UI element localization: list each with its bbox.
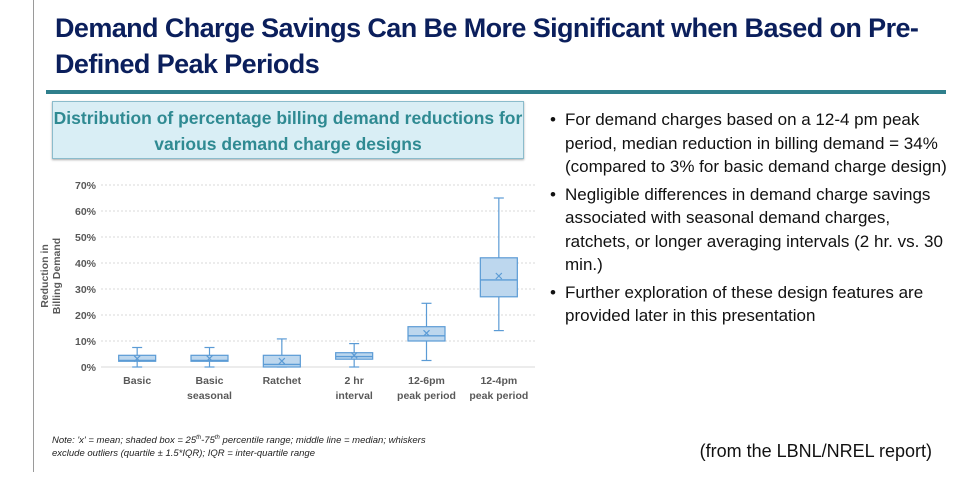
y-tick-label: 20% <box>75 310 97 322</box>
x-tick-label: 2 hr interval <box>335 375 372 402</box>
y-tick-label: 40% <box>75 258 97 270</box>
mean-marker <box>495 272 503 280</box>
iqr-box <box>479 257 518 298</box>
y-tick-label: 0% <box>81 362 97 374</box>
x-tick-label: 12-4pm peak period <box>469 375 528 402</box>
x-tick-label: Basic <box>123 375 151 387</box>
mean-marker <box>206 354 213 362</box>
bullet-item: Further exploration of these design feat… <box>548 281 948 328</box>
bullet-item: For demand charges based on a 12-4 pm pe… <box>548 108 948 179</box>
y-tick-label: 50% <box>75 232 97 244</box>
slide-title: Demand Charge Savings Can Be More Signif… <box>55 13 919 79</box>
title-divider <box>46 90 946 94</box>
bullet-list: For demand charges based on a 12-4 pm pe… <box>548 108 948 332</box>
mean-marker <box>423 329 430 337</box>
y-tick-label: 70% <box>75 180 97 192</box>
y-tick-label: 10% <box>75 336 97 348</box>
x-tick-label: Ratchet <box>263 375 302 387</box>
mean-marker <box>350 351 358 359</box>
mean-marker <box>133 355 141 363</box>
x-tick-label: 12-6pm peak period <box>397 375 456 402</box>
left-border <box>33 0 34 472</box>
y-tick-label: 60% <box>75 206 97 218</box>
chart-title: Distribution of percentage billing deman… <box>52 101 524 159</box>
y-tick-label: 30% <box>75 284 97 296</box>
source-caption: (from the LBNL/NREL report) <box>699 441 932 461</box>
boxplot-chart: 0% 10% 20% 30% 40% 50% 60% 70% Reduction inBilli… <box>39 180 535 402</box>
chart-note: Note: 'x' = mean; shaded box = 25th-75th… <box>52 435 426 459</box>
mean-marker <box>278 357 286 365</box>
bullet-item: Negligible differences in demand charge … <box>548 183 948 277</box>
x-tick-label: Basic seasonal <box>187 375 232 402</box>
y-axis-label: Reduction inBilling Demand <box>39 238 63 314</box>
